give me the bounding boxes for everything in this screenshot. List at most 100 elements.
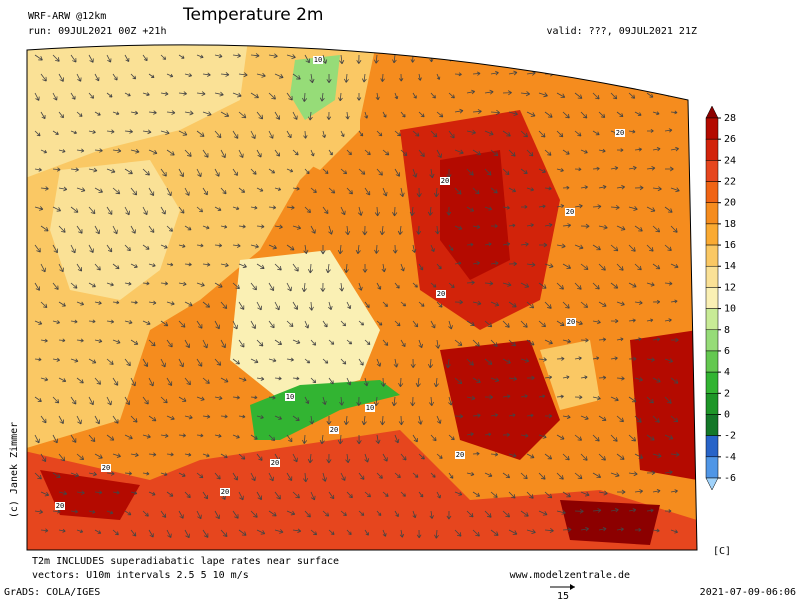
- wind-arrow: [112, 300, 120, 305]
- wind-arrow: [76, 415, 82, 425]
- wind-arrow: [340, 472, 346, 481]
- wind-arrow: [184, 491, 191, 499]
- wind-arrow: [178, 130, 188, 136]
- wind-arrow: [256, 187, 264, 192]
- wind-arrow: [358, 168, 366, 175]
- wind-arrow: [292, 263, 299, 272]
- wind-arrow: [598, 526, 607, 532]
- wind-arrow: [52, 472, 61, 478]
- wind-arrow: [328, 377, 334, 385]
- wind-arrow: [580, 301, 589, 308]
- wind-arrow: [34, 92, 40, 101]
- wind-arrow: [373, 54, 379, 64]
- wind-arrow: [40, 415, 47, 424]
- wind-arrow: [322, 168, 329, 175]
- wind-arrow: [598, 148, 606, 153]
- wind-arrow: [490, 529, 499, 536]
- wind-arrow: [304, 54, 310, 64]
- wind-arrow: [616, 184, 625, 190]
- wind-arrow: [427, 206, 433, 216]
- wind-arrow: [232, 92, 242, 98]
- wind-arrow: [382, 111, 387, 118]
- wind-arrow: [184, 262, 192, 267]
- wind-arrow: [142, 129, 152, 135]
- wind-arrow: [502, 394, 511, 399]
- wind-arrow: [454, 529, 462, 537]
- wind-arrow: [502, 358, 511, 364]
- wind-arrow: [286, 510, 296, 516]
- contour-label-bg: [365, 404, 375, 412]
- wind-arrow: [214, 472, 221, 480]
- wind-arrow: [466, 206, 475, 212]
- wind-arrow: [652, 263, 661, 270]
- wind-arrow: [184, 377, 191, 386]
- wind-arrow: [454, 377, 463, 385]
- wind-arrow: [292, 453, 298, 463]
- wind-arrow: [184, 149, 192, 157]
- wind-arrow: [562, 414, 571, 420]
- wind-arrow: [202, 187, 208, 196]
- wind-arrow: [435, 225, 440, 235]
- wind-arrow: [610, 92, 618, 100]
- wind-arrow: [417, 73, 422, 81]
- wind-arrow: [364, 149, 371, 156]
- wind-arrow: [70, 319, 78, 324]
- wind-arrow: [490, 224, 498, 229]
- balkan-hot-field: [440, 340, 560, 460]
- wind-arrow: [250, 243, 259, 249]
- wind-arrow: [274, 73, 284, 79]
- wind-arrow: [106, 54, 112, 63]
- wind-arrow: [34, 54, 43, 61]
- wind-arrow: [454, 149, 464, 155]
- wind-arrow: [94, 453, 103, 459]
- wind-arrow: [88, 471, 97, 477]
- wind-arrow: [526, 223, 534, 228]
- wind-arrow: [592, 356, 600, 361]
- wind-arrow: [412, 92, 417, 99]
- wind-arrow: [634, 263, 642, 271]
- wind-arrow: [580, 223, 590, 229]
- wind-arrow: [574, 203, 583, 209]
- wind-arrow: [325, 263, 331, 274]
- wind-arrow: [178, 396, 187, 402]
- wind-arrow: [435, 339, 441, 349]
- wind-arrow: [634, 185, 644, 191]
- wind-arrow: [130, 73, 137, 80]
- wind-arrow: [358, 510, 365, 516]
- wind-arrow: [322, 130, 327, 138]
- wind-arrow: [502, 242, 511, 247]
- wind-arrow: [574, 52, 585, 58]
- wind-arrow: [670, 415, 679, 423]
- wind-arrow: [670, 146, 679, 152]
- wind-arrow: [34, 509, 43, 515]
- wind-arrow: [268, 53, 278, 59]
- wind-arrow: [616, 489, 626, 495]
- wind-arrow: [124, 168, 133, 175]
- wind-arrow: [238, 339, 245, 348]
- wind-arrow: [634, 337, 642, 342]
- wind-arrow: [250, 358, 259, 364]
- wind-arrow: [160, 472, 168, 477]
- wind-arrow: [196, 472, 204, 479]
- wind-arrow: [238, 263, 247, 269]
- wind-arrow: [580, 263, 589, 271]
- wind-arrow: [320, 282, 326, 292]
- wind-arrow: [490, 109, 500, 115]
- wind-arrow: [184, 301, 193, 307]
- wind-arrow: [178, 358, 184, 368]
- wind-arrow: [508, 376, 518, 382]
- wind-arrow: [310, 187, 317, 194]
- wind-arrow: [484, 168, 492, 176]
- wind-arrow: [220, 187, 227, 195]
- wind-arrow: [466, 89, 476, 95]
- wind-arrow: [166, 491, 174, 497]
- wind-arrow: [598, 301, 607, 307]
- credit-label: GrADS: COLA/IGES: [4, 587, 100, 598]
- wind-arrow: [430, 282, 437, 288]
- wind-arrow: [556, 434, 565, 440]
- wind-arrow: [76, 148, 85, 153]
- wind-arrow: [664, 470, 673, 475]
- wind-arrow: [616, 148, 624, 152]
- wind-arrow: [238, 453, 246, 460]
